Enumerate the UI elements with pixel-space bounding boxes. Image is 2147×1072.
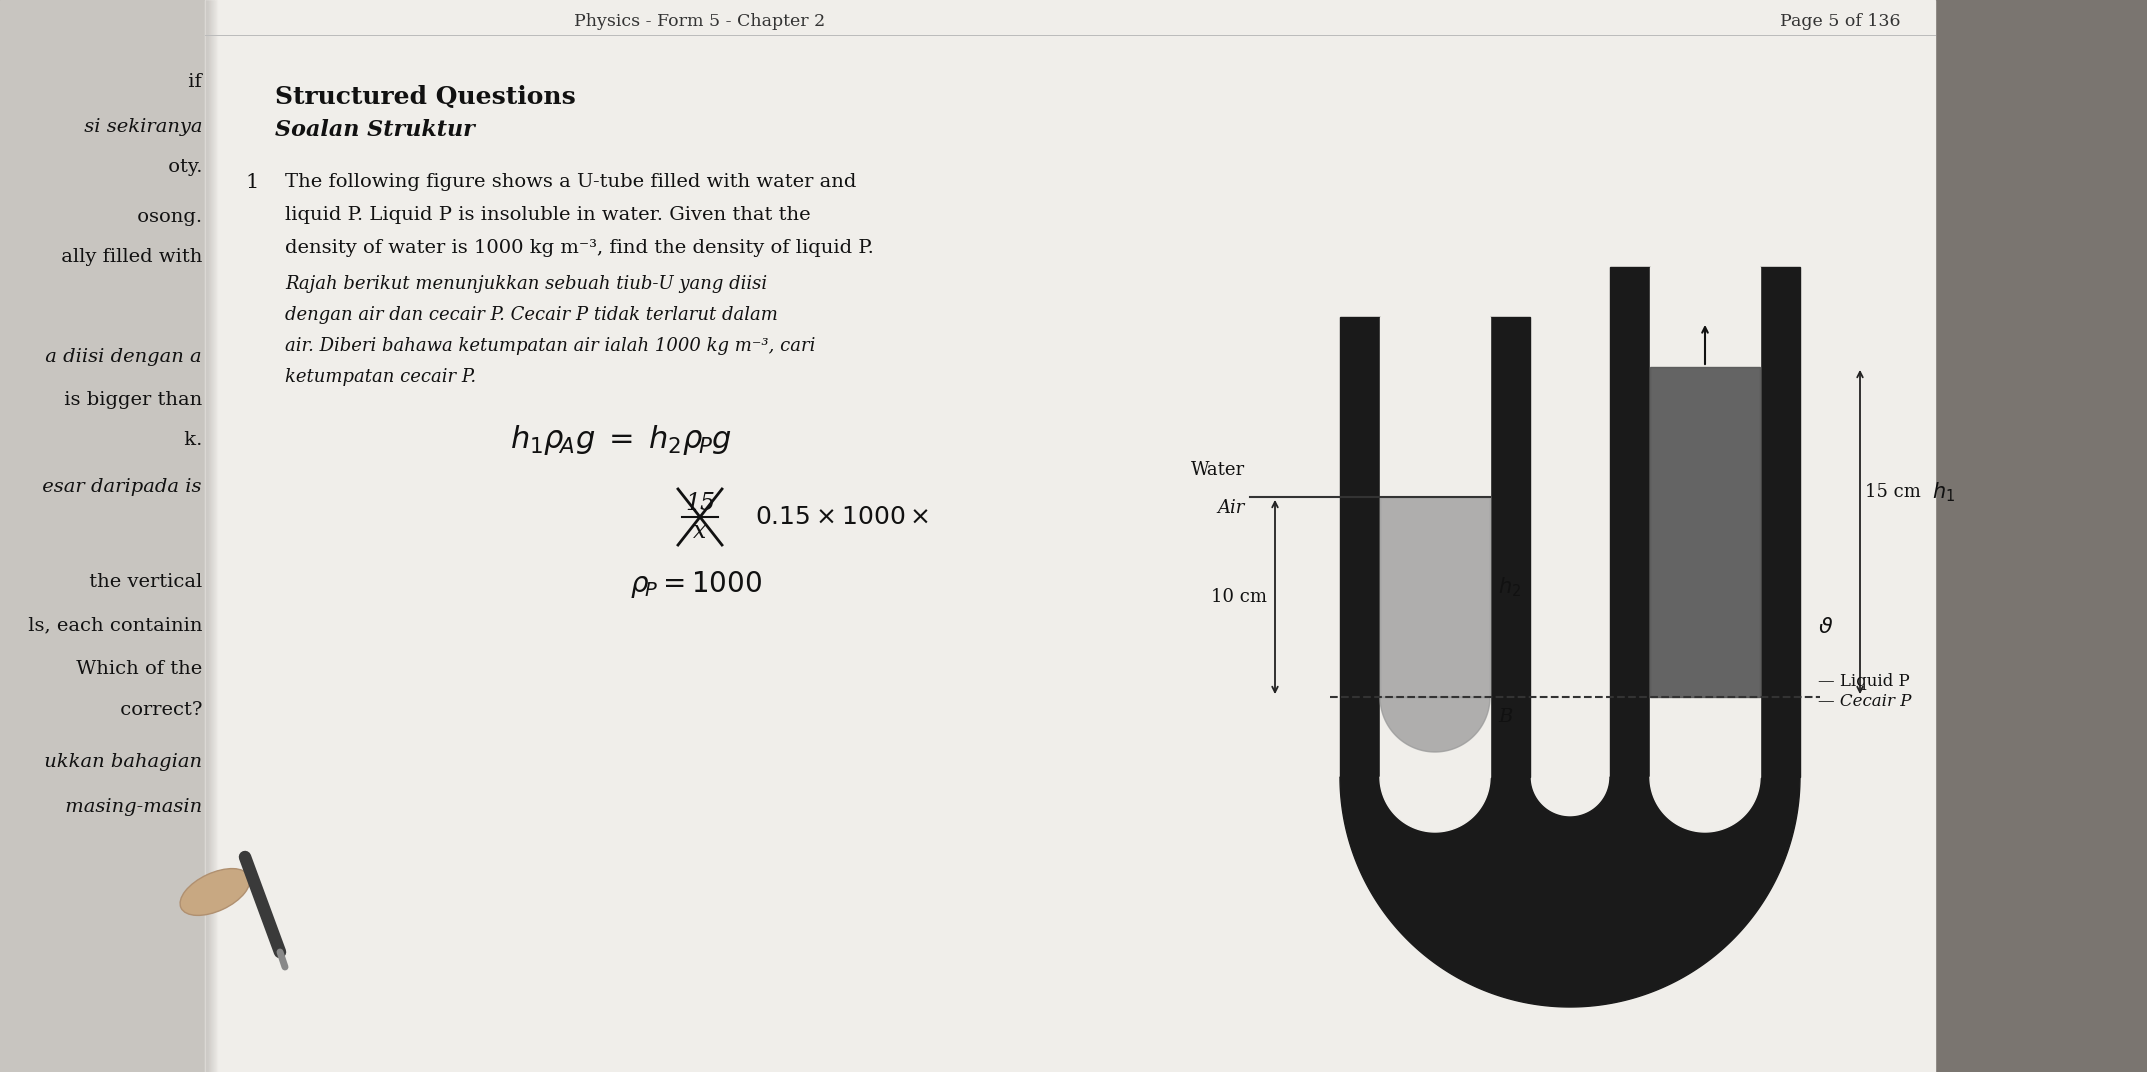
Text: $h_2$: $h_2$ bbox=[1499, 576, 1520, 599]
Polygon shape bbox=[1340, 777, 1799, 1007]
Text: $h_1\rho_{\!A}g\;=\;h_2\rho_{\!P}g$: $h_1\rho_{\!A}g\;=\;h_2\rho_{\!P}g$ bbox=[511, 423, 732, 457]
Text: if: if bbox=[182, 73, 202, 91]
Text: — Liquid P: — Liquid P bbox=[1819, 673, 1909, 690]
Bar bbox=[0, 0, 204, 1072]
Text: ketumpatan cecair P.: ketumpatan cecair P. bbox=[286, 368, 477, 386]
Text: 15 cm: 15 cm bbox=[1866, 483, 1922, 501]
Text: B: B bbox=[1499, 708, 1511, 726]
Text: ally filled with: ally filled with bbox=[54, 248, 202, 266]
Text: si sekiranya: si sekiranya bbox=[77, 118, 202, 136]
Text: ls, each containin: ls, each containin bbox=[21, 616, 202, 634]
Bar bbox=[1381, 317, 1490, 777]
Bar bbox=[1340, 317, 1381, 777]
Text: Water: Water bbox=[1192, 461, 1245, 479]
Text: a diisi dengan a: a diisi dengan a bbox=[39, 348, 202, 366]
Text: Air: Air bbox=[1217, 498, 1245, 517]
Text: — Cecair P: — Cecair P bbox=[1819, 694, 1911, 711]
Bar bbox=[1651, 267, 1761, 777]
Bar bbox=[1381, 497, 1490, 697]
Polygon shape bbox=[1651, 777, 1761, 832]
Text: air. Diberi bahawa ketumpatan air ialah 1000 kg m⁻³, cari: air. Diberi bahawa ketumpatan air ialah … bbox=[286, 337, 816, 355]
Text: 15: 15 bbox=[685, 491, 715, 515]
Text: is bigger than: is bigger than bbox=[58, 391, 202, 410]
Bar bbox=[1651, 367, 1761, 697]
Bar bbox=[1761, 267, 1799, 777]
Bar bbox=[1490, 317, 1531, 777]
Text: Rajah berikut menunjukkan sebuah tiub-U yang diisi: Rajah berikut menunjukkan sebuah tiub-U … bbox=[286, 276, 766, 293]
Text: $\rho_{\!P} = 1000$: $\rho_{\!P} = 1000$ bbox=[629, 568, 762, 599]
Bar bbox=[1610, 267, 1651, 777]
Text: x: x bbox=[693, 520, 706, 542]
Text: 1: 1 bbox=[245, 173, 258, 192]
Polygon shape bbox=[1381, 697, 1490, 751]
Polygon shape bbox=[1381, 777, 1490, 832]
Text: osong.: osong. bbox=[131, 208, 202, 226]
Text: the vertical: the vertical bbox=[84, 574, 202, 591]
Text: Which of the: Which of the bbox=[69, 660, 202, 678]
Text: dengan air dan cecair P. Cecair P tidak terlarut dalam: dengan air dan cecair P. Cecair P tidak … bbox=[286, 306, 777, 324]
Text: $\vartheta$: $\vartheta$ bbox=[1819, 616, 1834, 638]
Text: density of water is 1000 kg m⁻³, find the density of liquid P.: density of water is 1000 kg m⁻³, find th… bbox=[286, 239, 874, 257]
Bar bbox=[204, 0, 1934, 1072]
Text: Structured Questions: Structured Questions bbox=[275, 85, 575, 109]
Text: 10 cm: 10 cm bbox=[1211, 589, 1267, 606]
Text: masing-masin: masing-masin bbox=[58, 798, 202, 816]
Text: correct?: correct? bbox=[114, 701, 202, 719]
Text: Soalan Struktur: Soalan Struktur bbox=[275, 119, 474, 142]
Text: Physics - Form 5 - Chapter 2: Physics - Form 5 - Chapter 2 bbox=[575, 14, 827, 30]
Text: oty.: oty. bbox=[161, 158, 202, 176]
Text: esar daripada is: esar daripada is bbox=[36, 478, 202, 496]
Bar bbox=[1934, 0, 2147, 1072]
Text: Page 5 of 136: Page 5 of 136 bbox=[1780, 14, 1900, 30]
Ellipse shape bbox=[180, 868, 249, 915]
Text: liquid P. Liquid P is insoluble in water. Given that the: liquid P. Liquid P is insoluble in water… bbox=[286, 206, 812, 224]
Text: $h_1$: $h_1$ bbox=[1932, 480, 1956, 504]
Text: k.: k. bbox=[178, 431, 202, 449]
Text: $0.15 \times 1000 \times$: $0.15 \times 1000 \times$ bbox=[756, 506, 930, 528]
Text: The following figure shows a U-tube filled with water and: The following figure shows a U-tube fill… bbox=[286, 173, 857, 191]
Text: ukkan bahagian: ukkan bahagian bbox=[39, 753, 202, 771]
